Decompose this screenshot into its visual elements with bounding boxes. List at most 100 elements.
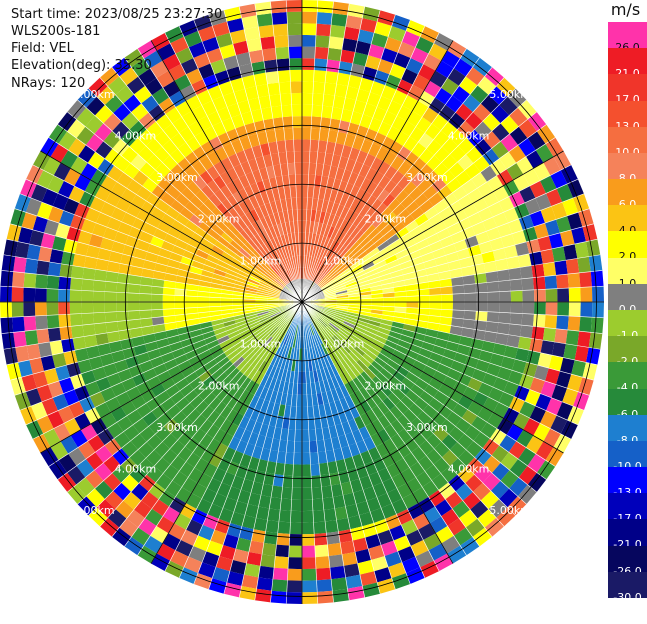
velocity-gate [348,379,359,393]
velocity-gate [89,391,106,408]
velocity-gate [115,500,134,519]
velocity-gate [273,236,282,249]
velocity-gate [155,426,171,442]
velocity-gate [226,167,239,182]
velocity-gate [516,156,534,175]
velocity-gate [365,326,378,336]
velocity-gate [579,316,592,333]
velocity-gate [177,232,192,244]
range-ring-label: 5.00km [73,88,115,101]
velocity-gate [357,560,375,575]
velocity-gate [239,3,257,18]
azimuth-spoke [301,150,564,303]
velocity-gate [70,429,88,448]
velocity-gate [208,578,227,594]
ray-separator [301,14,396,303]
velocity-gate [297,255,301,268]
ray-separator [32,164,303,303]
velocity-gate [283,333,290,346]
velocity-gate [359,236,372,248]
velocity-gate [508,370,523,386]
velocity-gate [146,396,162,412]
velocity-gate [503,207,519,223]
velocity-gate [217,335,230,345]
ray-separator [301,99,527,303]
velocity-gate [247,224,258,237]
range-ring-label: 2.00km [365,379,407,392]
velocity-gate [308,162,317,175]
velocity-gate [367,379,380,393]
velocity-gate [251,325,264,334]
velocity-gate [280,222,288,235]
velocity-gate [438,270,452,281]
velocity-gate [365,55,381,71]
velocity-gate [268,226,278,239]
velocity-gate [264,322,275,332]
velocity-gate [429,516,448,534]
velocity-gate [144,508,163,527]
velocity-gate [199,433,214,449]
velocity-gate [517,484,537,505]
velocity-gate [224,346,237,357]
velocity-gate [289,244,295,257]
velocity-gate [302,151,310,163]
velocity-gate [375,371,389,385]
velocity-gate [106,260,121,273]
velocity-gate [218,81,234,96]
ray-separator [301,32,440,303]
velocity-gate [345,86,360,101]
velocity-gate [155,199,171,214]
velocity-gate [387,488,403,504]
velocity-gate [283,321,291,333]
velocity-gate [342,356,354,368]
ray-separator [77,301,303,505]
velocity-gate [282,116,293,129]
velocity-gate [356,88,371,104]
velocity-gate [35,315,48,330]
velocity-gate [436,228,451,241]
velocity-gate [371,418,385,433]
velocity-gate [156,70,175,88]
velocity-gate [370,432,384,447]
velocity-gate [452,185,468,201]
velocity-gate [488,499,508,518]
velocity-gate [341,38,358,53]
velocity-gate [258,283,271,290]
velocity-gate [231,257,244,268]
velocity-gate [286,440,295,453]
velocity-gate [60,435,78,454]
ray-separator [301,270,603,303]
velocity-gate [441,50,461,69]
velocity-gate [183,30,203,48]
velocity-gate [95,332,109,346]
velocity-gate [383,297,395,302]
velocity-gate [294,441,302,453]
velocity-gate [455,170,472,186]
velocity-gate [172,410,188,426]
velocity-gate [433,130,450,147]
velocity-gate [310,285,320,295]
velocity-gate [281,345,288,358]
velocity-gate [228,208,241,221]
velocity-gate [542,327,557,342]
velocity-gate [309,310,319,320]
velocity-gate [263,274,274,284]
velocity-gate [305,220,311,233]
velocity-gate [227,330,240,339]
velocity-gate [86,345,101,360]
velocity-gate [331,336,341,348]
velocity-gate [224,211,237,225]
velocity-gate [263,118,275,132]
velocity-gate [353,362,365,375]
range-ring-label: 3.00km [406,421,448,434]
velocity-gate [97,428,115,446]
velocity-gate [131,335,145,348]
velocity-gate [244,26,261,41]
velocity-gate [377,352,390,364]
velocity-gate [464,355,479,369]
velocity-gate [435,60,454,78]
velocity-gate [21,374,37,392]
velocity-gate [573,193,590,213]
velocity-gate [455,418,472,434]
